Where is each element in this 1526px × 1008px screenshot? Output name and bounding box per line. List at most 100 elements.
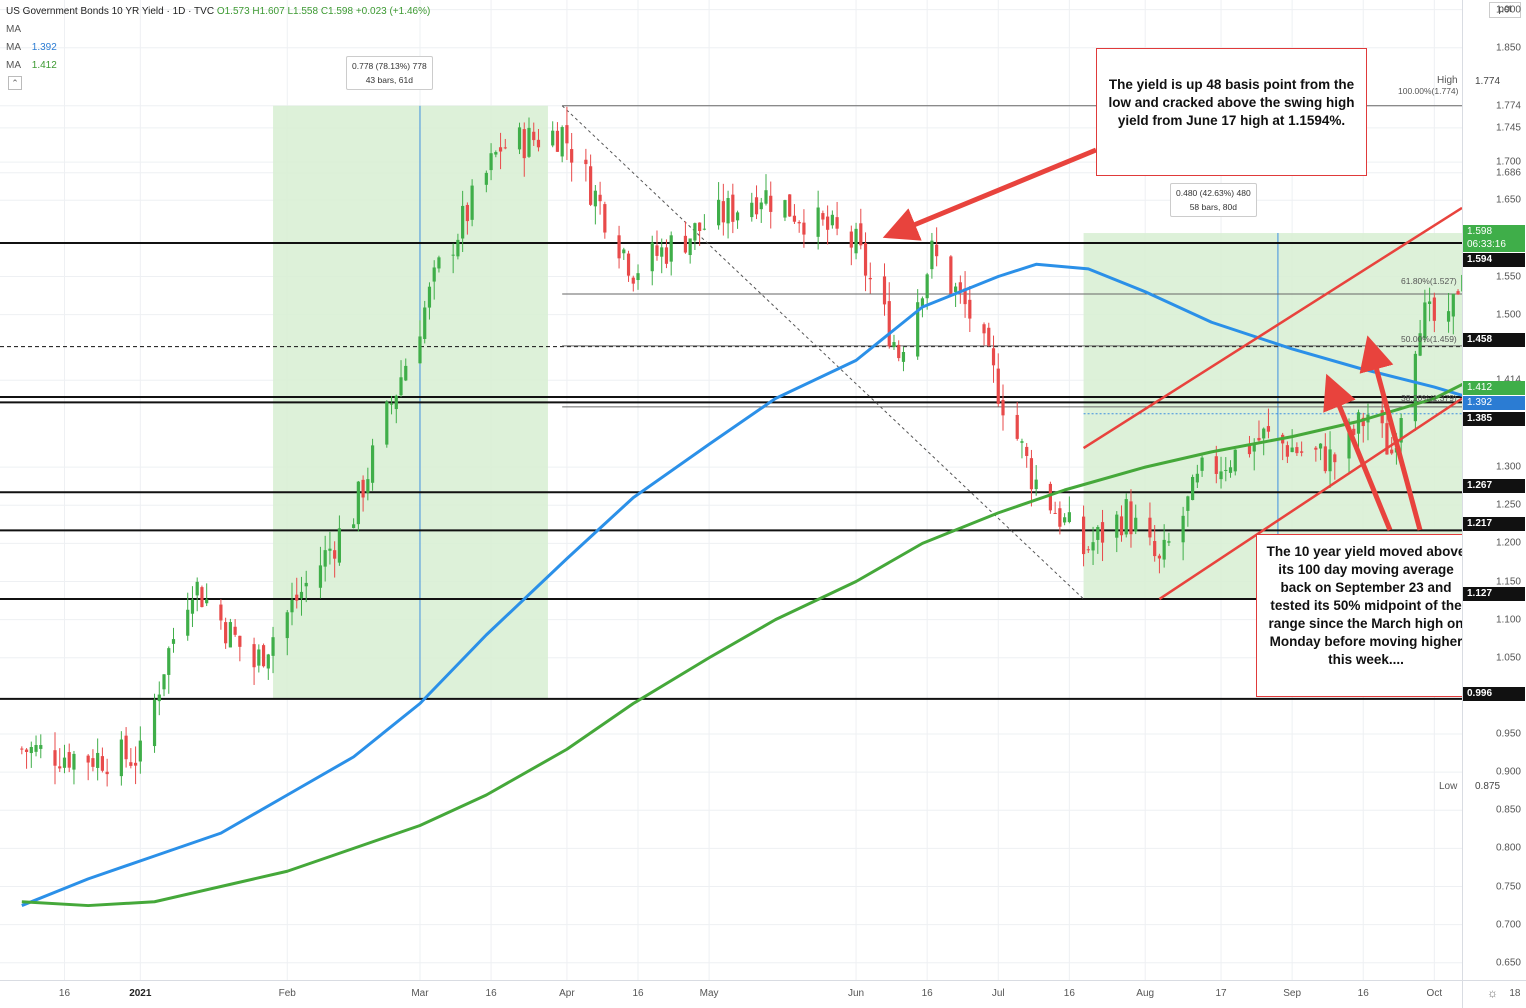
- price-tick-label: 1.850: [1495, 42, 1521, 54]
- candle-body: [726, 198, 730, 224]
- ma-blue-badge: 1.392: [1463, 396, 1525, 410]
- chart-settings-corner[interactable]: ☼: [1462, 980, 1526, 1008]
- candle-body: [20, 748, 24, 750]
- candle-body: [1262, 428, 1266, 439]
- candle-body: [470, 185, 474, 220]
- candle-body: [427, 286, 432, 308]
- price-tick-label: 1.050: [1495, 652, 1521, 664]
- ma-value: 1.392: [31, 42, 57, 53]
- low-label: Low: [1439, 781, 1458, 792]
- measure-bars: 58 bars, 80d: [1189, 202, 1237, 212]
- candle-body: [593, 190, 597, 207]
- candle-body: [233, 626, 237, 635]
- candle-body: [759, 202, 763, 210]
- candle-body: [333, 550, 337, 559]
- settings-gear-icon[interactable]: ☼: [1487, 986, 1498, 1000]
- time-tick-label: 16: [921, 988, 933, 999]
- fib-trend-diagonal: [561, 105, 1084, 600]
- candle-body: [631, 277, 635, 284]
- ohlc-values: O1.573 H1.607 L1.558 C1.598 +0.023 (+1.4…: [216, 6, 431, 17]
- time-axis[interactable]: 16 2021 Feb Mar 16 Apr 16 May Jun 16 Jul 16 Aug 17 Sep…: [0, 980, 1520, 1008]
- candle-body: [1153, 541, 1157, 557]
- candle-body: [1053, 512, 1057, 514]
- candle-body: [570, 149, 574, 163]
- measure-box-2[interactable]: 0.480 (42.63%) 480 58 bars, 80d: [1170, 183, 1257, 217]
- level-badge-0996: 0.996: [1463, 687, 1525, 701]
- candle-body: [129, 762, 133, 766]
- candle-body: [622, 249, 626, 254]
- candle-body: [882, 276, 887, 305]
- candle-body: [702, 228, 706, 230]
- time-tick-label: Jun: [847, 988, 865, 999]
- candle-body: [465, 204, 469, 222]
- candle-body: [626, 253, 631, 276]
- candle-body: [1347, 425, 1351, 459]
- price-tick-label: 1.150: [1495, 576, 1521, 587]
- candle-body: [769, 195, 773, 212]
- candle-body: [721, 201, 725, 223]
- candle-body: [688, 238, 692, 256]
- candle-body: [783, 200, 787, 218]
- collapse-legend-chevron-icon[interactable]: ⌃: [8, 76, 22, 90]
- candle-body: [517, 127, 522, 150]
- channel-lower-line: [1158, 397, 1462, 601]
- candle-body: [1025, 446, 1029, 456]
- candle-body: [1058, 508, 1062, 527]
- candle-body: [24, 749, 29, 753]
- candle-body: [1333, 454, 1337, 463]
- candle-body: [1086, 549, 1090, 551]
- candle-body: [1328, 449, 1332, 472]
- price-tick-label: 1.745: [1495, 122, 1521, 134]
- candle-body: [96, 752, 100, 768]
- candle-body: [1001, 399, 1005, 416]
- legend-ma-row-1[interactable]: MA: [6, 21, 430, 39]
- candle-body: [1228, 467, 1233, 473]
- candle-body: [522, 129, 526, 159]
- measure-box-1[interactable]: 0.778 (78.13%) 778 43 bars, 61d: [346, 56, 433, 90]
- time-tick-label: Apr: [559, 988, 575, 999]
- fib-label-50: 50.00%(1.459): [1401, 334, 1457, 344]
- annotation-top[interactable]: The yield is up 48 basis point from the …: [1096, 48, 1367, 176]
- candle-body: [162, 674, 166, 690]
- legend-ma-row-2[interactable]: MA 1.392: [6, 39, 430, 57]
- candle-body: [190, 599, 195, 614]
- time-tick-label: Feb: [278, 988, 296, 999]
- candle-body: [987, 327, 991, 346]
- candle-body: [892, 342, 896, 348]
- measure-bars: 43 bars, 61d: [365, 75, 413, 85]
- candle-body: [735, 212, 740, 221]
- candle-body: [821, 213, 825, 220]
- price-axis[interactable]: pct 1.900 1.850 1.774 1.745 1.700 1.686 1.650 1…: [1437, 0, 1526, 980]
- legend-symbol-row[interactable]: US Government Bonds 10 YR Yield · 1D · T…: [6, 3, 430, 21]
- candle-body: [949, 256, 953, 294]
- time-tick-label: 16: [1063, 988, 1075, 999]
- candle-body: [1318, 443, 1323, 449]
- candle-body: [754, 197, 759, 215]
- price-tick-label: 0.900: [1495, 766, 1521, 778]
- candle-body: [826, 216, 830, 230]
- candle-body: [105, 771, 109, 775]
- candle-body: [285, 612, 289, 639]
- candle-body: [555, 130, 560, 152]
- candle-body: [503, 147, 507, 149]
- candle-body: [29, 747, 33, 754]
- annotation-bottom[interactable]: The 10 year yield moved above its 100 da…: [1256, 534, 1462, 697]
- candle-body: [1224, 469, 1228, 471]
- unit-label[interactable]: pct: [1489, 2, 1521, 18]
- candle-body: [868, 277, 872, 280]
- legend-ma-row-3[interactable]: MA 1.412: [6, 57, 430, 75]
- candle-body: [1323, 446, 1327, 472]
- candle-body: [527, 127, 531, 157]
- candle-body: [299, 591, 304, 599]
- candle-body: [1214, 456, 1218, 474]
- candle-body: [1195, 473, 1199, 483]
- chart-area[interactable]: US Government Bonds 10 YR Yield · 1D · T…: [0, 0, 1462, 980]
- candle-body: [1157, 555, 1162, 559]
- level-badge-1458: 1.458: [1463, 333, 1525, 347]
- candle-body: [323, 550, 327, 567]
- fib-label-382: 38.20%(1.379): [1401, 393, 1457, 403]
- price-tick-label: 0.750: [1495, 881, 1521, 892]
- fib-label-100: 100.00%(1.774): [1398, 86, 1459, 96]
- candle-body: [930, 240, 934, 270]
- candle-body: [257, 649, 261, 666]
